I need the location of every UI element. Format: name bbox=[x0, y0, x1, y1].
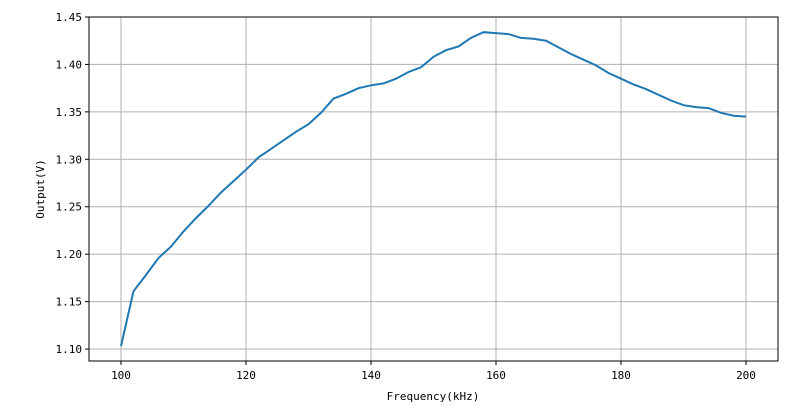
y-tick-label: 1.35 bbox=[56, 106, 83, 119]
y-tick-label: 1.15 bbox=[56, 296, 83, 309]
y-tick-label: 1.30 bbox=[56, 153, 83, 166]
x-tick-label: 140 bbox=[361, 369, 381, 382]
y-tick-label: 1.40 bbox=[56, 58, 83, 71]
x-tick-label: 180 bbox=[611, 369, 631, 382]
x-tick-label: 200 bbox=[736, 369, 756, 382]
y-tick-label: 1.10 bbox=[56, 343, 83, 356]
x-tick-label: 100 bbox=[111, 369, 131, 382]
y-tick-label: 1.20 bbox=[56, 248, 83, 261]
y-axis-label: Output(V) bbox=[34, 159, 47, 219]
y-tick-label: 1.25 bbox=[56, 201, 83, 214]
y-tick-label: 1.45 bbox=[56, 11, 83, 24]
x-axis-label: Frequency(kHz) bbox=[387, 390, 480, 403]
series-line bbox=[120, 31, 747, 347]
plot-frame bbox=[88, 16, 779, 362]
x-tick-label: 120 bbox=[236, 369, 256, 382]
x-tick-label: 160 bbox=[486, 369, 506, 382]
ticks: 100 120 140 160 180 200 1.10 1.15 1.20 1.25 1.30 1.… bbox=[56, 11, 756, 382]
grid bbox=[89, 16, 778, 361]
